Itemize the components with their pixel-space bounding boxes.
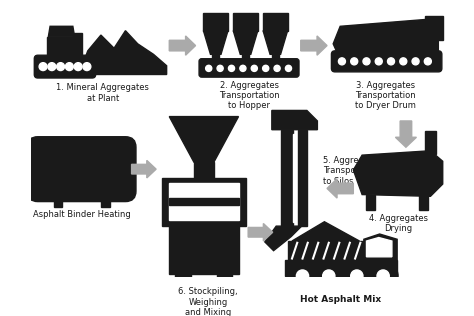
Circle shape [412, 58, 419, 65]
Text: 1. Mineral Aggregates
at Plant: 1. Mineral Aggregates at Plant [56, 83, 149, 103]
Circle shape [288, 261, 318, 291]
Circle shape [314, 261, 344, 291]
Polygon shape [169, 36, 196, 55]
Bar [175, 274, 191, 316]
Circle shape [375, 58, 382, 65]
FancyBboxPatch shape [34, 55, 96, 78]
Circle shape [65, 63, 73, 70]
Bar [169, 198, 238, 205]
Circle shape [228, 65, 235, 71]
Circle shape [274, 65, 280, 71]
Circle shape [323, 270, 335, 282]
Bar [425, 16, 443, 40]
Circle shape [368, 261, 398, 291]
Bar [366, 195, 375, 210]
Circle shape [83, 63, 91, 70]
Circle shape [263, 65, 269, 71]
Text: 5. Aggregates
Transportation
to Silos: 5. Aggregates Transportation to Silos [323, 156, 383, 186]
Bar [169, 183, 238, 220]
Polygon shape [132, 161, 156, 178]
Text: 2. Aggregates
Transportation
to Hopper: 2. Aggregates Transportation to Hopper [219, 81, 279, 110]
Polygon shape [169, 117, 238, 162]
Circle shape [285, 65, 292, 71]
Polygon shape [48, 26, 74, 37]
Bar [298, 130, 307, 226]
Circle shape [57, 63, 64, 70]
Bar [419, 195, 428, 210]
FancyBboxPatch shape [331, 51, 442, 72]
Polygon shape [395, 121, 417, 147]
Bar [293, 134, 298, 222]
Bar [233, 13, 258, 31]
Circle shape [296, 270, 309, 282]
Polygon shape [272, 110, 318, 130]
Circle shape [351, 58, 358, 65]
Circle shape [74, 63, 82, 70]
Circle shape [342, 261, 372, 291]
Polygon shape [301, 36, 327, 55]
Bar [263, 13, 288, 31]
Bar [101, 191, 109, 207]
Text: Hot Asphalt Mix: Hot Asphalt Mix [301, 295, 382, 304]
Polygon shape [233, 31, 258, 54]
Circle shape [424, 58, 431, 65]
Bar [46, 37, 74, 60]
Circle shape [251, 65, 257, 71]
Polygon shape [203, 31, 228, 54]
Bar [169, 226, 238, 274]
Bar [194, 162, 214, 178]
Circle shape [48, 63, 56, 70]
Polygon shape [292, 222, 359, 241]
Polygon shape [248, 223, 273, 241]
Bar [203, 13, 228, 31]
Bar [59, 48, 66, 59]
Polygon shape [366, 238, 392, 257]
Bar [54, 191, 63, 207]
Bar [285, 260, 397, 276]
Text: 3. Aggregates
Transportation
to Dryer Drum: 3. Aggregates Transportation to Dryer Dr… [356, 81, 416, 110]
Circle shape [400, 58, 407, 65]
Circle shape [363, 58, 370, 65]
Polygon shape [353, 151, 443, 196]
Circle shape [39, 63, 47, 70]
Circle shape [240, 65, 246, 71]
Bar [281, 130, 293, 226]
Circle shape [388, 58, 394, 65]
FancyBboxPatch shape [199, 59, 299, 77]
Circle shape [338, 58, 346, 65]
Bar [217, 274, 232, 316]
Bar [212, 54, 219, 63]
Polygon shape [79, 31, 167, 75]
Polygon shape [265, 226, 301, 251]
Polygon shape [327, 179, 353, 198]
Bar [272, 54, 279, 63]
Bar [73, 33, 82, 58]
Text: 6. Stockpiling,
Weighing
and Mixing: 6. Stockpiling, Weighing and Mixing [179, 288, 238, 316]
Polygon shape [289, 241, 364, 260]
Circle shape [377, 270, 389, 282]
Text: Asphalt Binder Heating: Asphalt Binder Heating [33, 210, 130, 219]
Text: 4. Aggregates
Drying: 4. Aggregates Drying [368, 214, 428, 233]
Bar [162, 178, 246, 226]
Bar [242, 54, 249, 63]
FancyBboxPatch shape [27, 137, 136, 202]
Circle shape [217, 65, 223, 71]
Polygon shape [263, 31, 288, 54]
Circle shape [351, 270, 363, 282]
Polygon shape [364, 234, 397, 260]
Polygon shape [333, 19, 438, 60]
Bar [425, 131, 436, 154]
Circle shape [206, 65, 212, 71]
